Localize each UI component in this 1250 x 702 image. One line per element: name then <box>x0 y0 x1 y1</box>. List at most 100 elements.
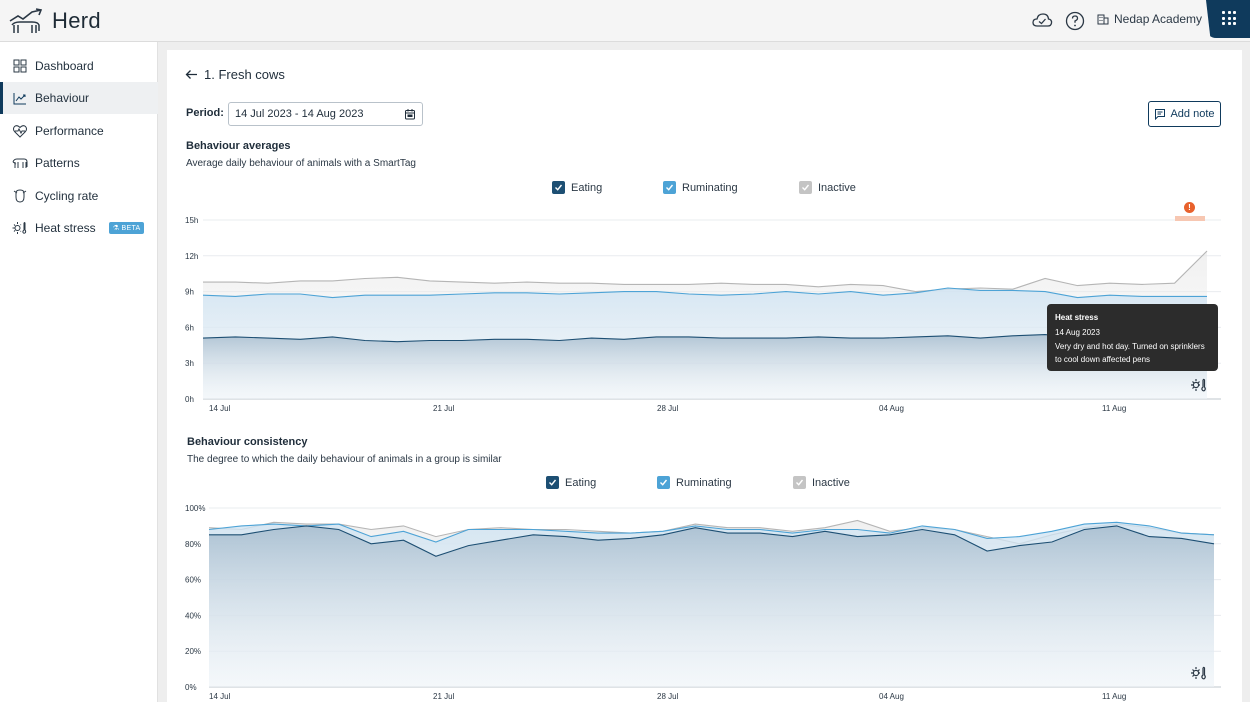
sidebar-item-label: Behaviour <box>35 91 90 105</box>
eating-checkbox[interactable] <box>546 476 559 489</box>
heat-alert-marker[interactable]: ! <box>1184 202 1195 213</box>
legend-eating-consistency[interactable]: Eating <box>546 476 596 489</box>
sidebar-item-label: Heat stress <box>35 221 96 235</box>
sidebar-item-label: Dashboard <box>35 59 94 73</box>
behaviour-averages-chart: 0h 3h 6h 9h 12h 15h 14 Jul 21 Jul 28 Jul 04 Aug 11… <box>185 216 1221 413</box>
add-note-label: Add note <box>1170 108 1215 120</box>
patterns-icon <box>12 158 28 168</box>
eating-checkbox[interactable] <box>552 181 565 194</box>
sidebar-item-heat-stress[interactable]: Heat stress ⚗ BETA <box>0 212 158 244</box>
apps-menu-button[interactable] <box>1206 0 1250 38</box>
y-tick-label: 80% <box>185 540 201 549</box>
legend-label: Ruminating <box>676 476 732 489</box>
heat-stress-icon <box>12 222 27 234</box>
series-area-eating <box>203 334 1207 399</box>
y-tick-label: 0h <box>185 395 194 404</box>
x-tick-label: 04 Aug <box>879 692 904 701</box>
sidebar-item-cycling-rate[interactable]: Cycling rate <box>0 180 158 212</box>
building-icon <box>1097 14 1109 25</box>
sidebar-item-label: Cycling rate <box>35 189 99 203</box>
legend-inactive-consistency[interactable]: Inactive <box>793 476 850 489</box>
sidebar-item-behaviour[interactable]: Behaviour <box>0 82 158 114</box>
sidebar-item-dashboard[interactable]: Dashboard <box>0 50 158 82</box>
tooltip-date: 14 Aug 2023 <box>1055 328 1100 337</box>
series-line-eating <box>209 525 1215 557</box>
y-tick-label: 0% <box>185 683 197 692</box>
y-tick-label: 3h <box>185 359 194 368</box>
series-line-ruminating <box>202 287 1207 299</box>
consistency-subtitle: The degree to which the daily behaviour … <box>187 454 502 465</box>
series-area-eating <box>209 525 1214 687</box>
y-tick-label: 12h <box>185 252 198 261</box>
y-tick-label: 100% <box>185 504 205 513</box>
series-line-inactive <box>203 250 1208 293</box>
herd-logo-icon[interactable] <box>8 7 44 35</box>
x-tick-label: 21 Jul <box>433 692 455 701</box>
behaviour-consistency-chart: 0% 20% 40% 60% 80% 100% 14 Jul 21 Jul 28 Jul 04 A… <box>185 504 1221 701</box>
ruminating-checkbox[interactable] <box>663 181 676 194</box>
heat-stress-icon[interactable] <box>1191 378 1206 392</box>
cloud-sync-icon[interactable] <box>1031 10 1053 32</box>
heat-stress-tooltip: Heat stress 14 Aug 2023 Very dry and hot… <box>1047 304 1218 371</box>
series-line-ruminating <box>208 521 1215 543</box>
beta-badge: ⚗ BETA <box>108 222 145 234</box>
y-tick-label: 40% <box>185 611 201 620</box>
legend-label: Inactive <box>818 181 856 194</box>
back-link[interactable]: 1. Fresh cows <box>185 67 285 82</box>
x-tick-label: 11 Aug <box>1102 692 1126 701</box>
inactive-checkbox[interactable] <box>793 476 806 489</box>
heat-alert-bar <box>1175 216 1205 221</box>
academy-label: Nedap Academy <box>1114 12 1203 26</box>
legend-label: Eating <box>571 181 603 194</box>
y-tick-label: 60% <box>185 576 201 585</box>
x-tick-label: 21 Jul <box>433 404 455 413</box>
sidebar-item-performance[interactable]: Performance <box>0 115 158 147</box>
arrow-left-icon <box>185 70 197 79</box>
behaviour-icon <box>13 93 26 105</box>
averages-subtitle: Average daily behaviour of animals with … <box>186 158 416 169</box>
app-title: Herd <box>52 8 101 33</box>
y-tick-label: 15h <box>185 216 198 225</box>
dashboard-icon <box>13 59 27 73</box>
legend-label: Eating <box>565 476 597 489</box>
period-label: Period: <box>186 107 224 119</box>
apps-grid-icon <box>1222 11 1236 25</box>
legend-ruminating-averages[interactable]: Ruminating <box>663 181 738 194</box>
y-tick-label: 6h <box>185 323 194 332</box>
performance-icon <box>13 125 27 138</box>
note-icon <box>1155 109 1166 120</box>
help-icon[interactable] <box>1064 10 1086 32</box>
top-bar: Herd Nedap Academy <box>0 0 1250 42</box>
x-tick-label: 14 Jul <box>209 404 231 413</box>
sidebar-item-label: Patterns <box>35 156 80 170</box>
x-tick-label: 04 Aug <box>879 404 904 413</box>
calendar-icon[interactable] <box>404 108 416 120</box>
main-content: 1. Fresh cows Period: 14 Jul 2023 - 14 A… <box>167 50 1242 702</box>
x-tick-label: 28 Jul <box>657 404 679 413</box>
consistency-title: Behaviour consistency <box>187 436 308 448</box>
legend-label: Ruminating <box>682 181 738 194</box>
series-line-eating <box>202 334 1208 343</box>
legend-inactive-averages[interactable]: Inactive <box>799 181 856 194</box>
page-title: 1. Fresh cows <box>204 67 285 82</box>
sidebar-item-patterns[interactable]: Patterns <box>0 147 158 179</box>
x-tick-label: 28 Jul <box>657 692 679 701</box>
y-tick-label: 20% <box>185 647 201 656</box>
x-tick-label: 14 Jul <box>209 692 231 701</box>
ruminating-checkbox[interactable] <box>657 476 670 489</box>
add-note-button[interactable]: Add note <box>1148 101 1221 127</box>
legend-label: Inactive <box>812 476 850 489</box>
averages-title: Behaviour averages <box>186 140 291 152</box>
academy-link[interactable]: Nedap Academy <box>1097 12 1202 26</box>
legend-ruminating-consistency[interactable]: Ruminating <box>657 476 732 489</box>
cycling-icon <box>13 189 27 203</box>
period-value: 14 Jul 2023 - 14 Aug 2023 <box>235 108 364 120</box>
tooltip-text: Very dry and hot day. Turned on sprinkle… <box>1055 342 1205 364</box>
heat-stress-icon[interactable] <box>1191 666 1206 680</box>
y-tick-label: 9h <box>185 288 194 297</box>
legend-eating-averages[interactable]: Eating <box>552 181 602 194</box>
x-tick-label: 11 Aug <box>1102 404 1126 413</box>
period-date-picker[interactable]: 14 Jul 2023 - 14 Aug 2023 <box>228 102 423 126</box>
inactive-checkbox[interactable] <box>799 181 812 194</box>
tooltip-title: Heat stress <box>1055 313 1099 322</box>
